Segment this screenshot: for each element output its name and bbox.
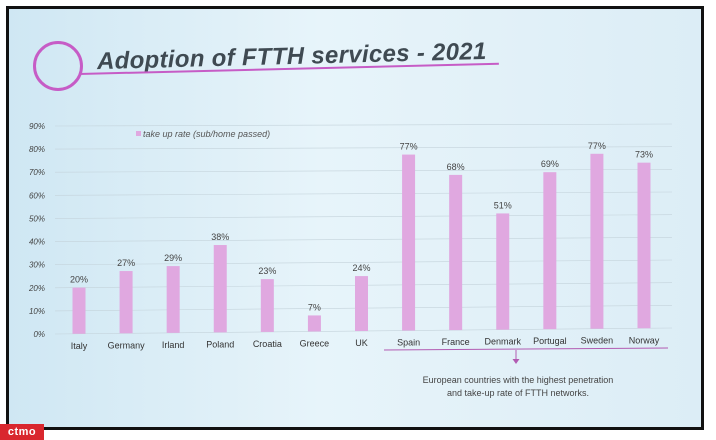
bracket-arrow-head (512, 359, 520, 364)
grid-line (54, 237, 673, 242)
value-labels: 20% 27% 29% 38% 23% 7% 24% 77% 68% 51% 69% 77% 73% (70, 141, 653, 313)
bar (496, 213, 510, 330)
bar (637, 162, 651, 329)
grid-line (54, 169, 673, 173)
bar (543, 172, 557, 330)
bar (119, 271, 133, 334)
category-label: Germany (108, 340, 146, 350)
decorative-circle (33, 41, 83, 91)
value-label: 38% (211, 232, 229, 242)
grid-line (54, 259, 673, 265)
y-tick-label: 30% (29, 261, 45, 270)
bars (72, 153, 651, 334)
value-label: 24% (352, 263, 370, 273)
value-label: 77% (400, 142, 418, 152)
value-label: 69% (541, 159, 559, 169)
grid-line (54, 191, 673, 196)
value-label: 68% (447, 162, 465, 172)
bar (590, 153, 604, 329)
category-label: France (442, 337, 470, 347)
bar (72, 287, 86, 334)
y-tick-label: 70% (29, 168, 45, 177)
y-tick-label: 0% (33, 330, 45, 339)
value-label: 77% (588, 141, 606, 151)
grid-line (54, 123, 673, 127)
y-tick-labels: 0% 10% 20% 30% 40% 50% 60% 70% 80% 90% (28, 122, 45, 339)
y-tick-label: 90% (29, 122, 45, 131)
grid-line (54, 146, 673, 150)
y-tick-label: 40% (29, 238, 45, 247)
category-labels: Italy Germany Irland Poland Croatia Greece UK S… (71, 335, 660, 350)
category-label: Spain (397, 338, 420, 348)
category-label: Italy (71, 341, 88, 351)
bar (355, 276, 368, 332)
y-tick-label: 20% (28, 284, 45, 293)
grid-lines (54, 123, 673, 335)
legend-swatch (136, 131, 141, 136)
bracket-line (383, 347, 669, 351)
highlight-bracket: European countries with the highest pene… (383, 347, 669, 398)
y-tick-label: 80% (29, 145, 45, 154)
value-label: 51% (494, 200, 512, 210)
bracket-note-line-1: European countries with the highest pene… (423, 375, 614, 385)
category-label: Irland (162, 340, 185, 350)
value-label: 29% (164, 253, 182, 263)
bar (449, 174, 463, 331)
legend: take up rate (sub/home passed) (136, 129, 270, 139)
bar (307, 315, 321, 332)
bar (260, 279, 274, 332)
value-label: 7% (308, 302, 321, 312)
y-tick-label: 10% (29, 307, 45, 316)
bar (166, 266, 180, 333)
category-label: Portugal (533, 336, 567, 346)
legend-label: take up rate (sub/home passed) (143, 129, 270, 139)
y-tick-label: 50% (29, 214, 45, 223)
bar (213, 245, 227, 333)
category-label: Denmark (484, 337, 521, 347)
category-label: Sweden (581, 336, 614, 346)
category-label: Croatia (253, 339, 282, 349)
value-label: 27% (117, 258, 135, 268)
bar (402, 154, 416, 331)
category-label: Greece (300, 338, 330, 348)
y-tick-label: 60% (29, 191, 45, 200)
category-label: Poland (206, 339, 234, 349)
watermark-logo: ctmo (0, 424, 44, 440)
grid-line (54, 214, 673, 219)
bracket-note-line-2: and take-up rate of FTTH networks. (447, 388, 589, 398)
category-label: Norway (629, 335, 660, 345)
value-label: 23% (258, 266, 276, 276)
value-label: 73% (635, 150, 653, 160)
value-label: 20% (70, 275, 88, 285)
category-label: UK (355, 338, 368, 348)
